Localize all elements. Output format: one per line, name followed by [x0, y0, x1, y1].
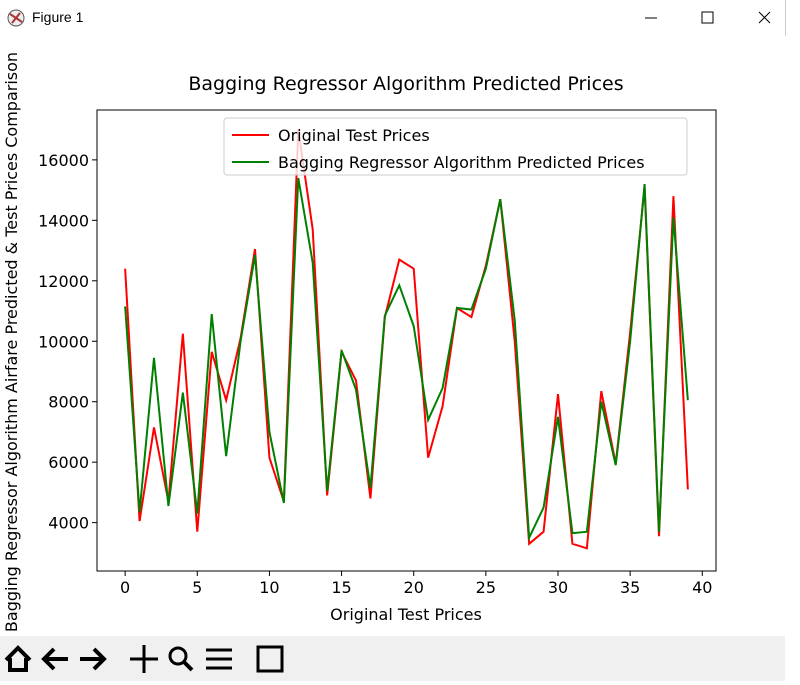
- y-tick-label: 16000: [38, 151, 89, 170]
- save-button[interactable]: [256, 645, 284, 673]
- forward-button[interactable]: [80, 647, 107, 671]
- x-tick-label: 25: [476, 578, 496, 597]
- y-tick-label: 10000: [38, 332, 89, 351]
- x-tick-label: 35: [620, 578, 640, 597]
- app-icon: [7, 9, 25, 27]
- pan-button[interactable]: [130, 645, 158, 673]
- legend-label: Original Test Prices: [278, 126, 430, 145]
- x-tick-label: 20: [404, 578, 424, 597]
- legend-box: [223, 117, 688, 176]
- configure-button[interactable]: [206, 648, 232, 670]
- figure: Bagging Regressor Algorithm Predicted Pr…: [2, 52, 717, 632]
- x-tick-label: 0: [120, 578, 130, 597]
- maximize[interactable]: [701, 11, 714, 24]
- axes-frame: [96, 109, 717, 572]
- legend-label: Bagging Regressor Algorithm Predicted Pr…: [278, 153, 645, 172]
- close[interactable]: [758, 11, 771, 24]
- window-controls[interactable]: [630, 0, 780, 36]
- x-tick-label: 40: [692, 578, 712, 597]
- back-button[interactable]: [41, 647, 68, 671]
- y-tick-label: 4000: [48, 514, 89, 533]
- x-tick-label: 5: [192, 578, 202, 597]
- y-tick-label: 6000: [48, 453, 89, 472]
- toolbar-icons: [4, 645, 284, 673]
- series-line: [124, 177, 689, 542]
- toolbar: [0, 636, 785, 681]
- y-tick-label: 12000: [38, 272, 89, 291]
- title-bar: Figure 1: [0, 0, 786, 36]
- zoom-button[interactable]: [168, 646, 194, 672]
- chart-title: Bagging Regressor Algorithm Predicted Pr…: [188, 73, 623, 95]
- x-tick-label: 10: [259, 578, 279, 597]
- home-button[interactable]: [4, 645, 32, 672]
- x-axis-label: Original Test Prices: [330, 605, 482, 624]
- y-tick-label: 14000: [38, 211, 89, 230]
- window-title: Figure 1: [32, 9, 84, 25]
- y-tick-label: 8000: [48, 393, 89, 412]
- x-tick-label: 15: [331, 578, 351, 597]
- y-axis-label: Bagging Regressor Algorithm Airfare Pred…: [2, 52, 21, 632]
- x-tick-label: 30: [548, 578, 568, 597]
